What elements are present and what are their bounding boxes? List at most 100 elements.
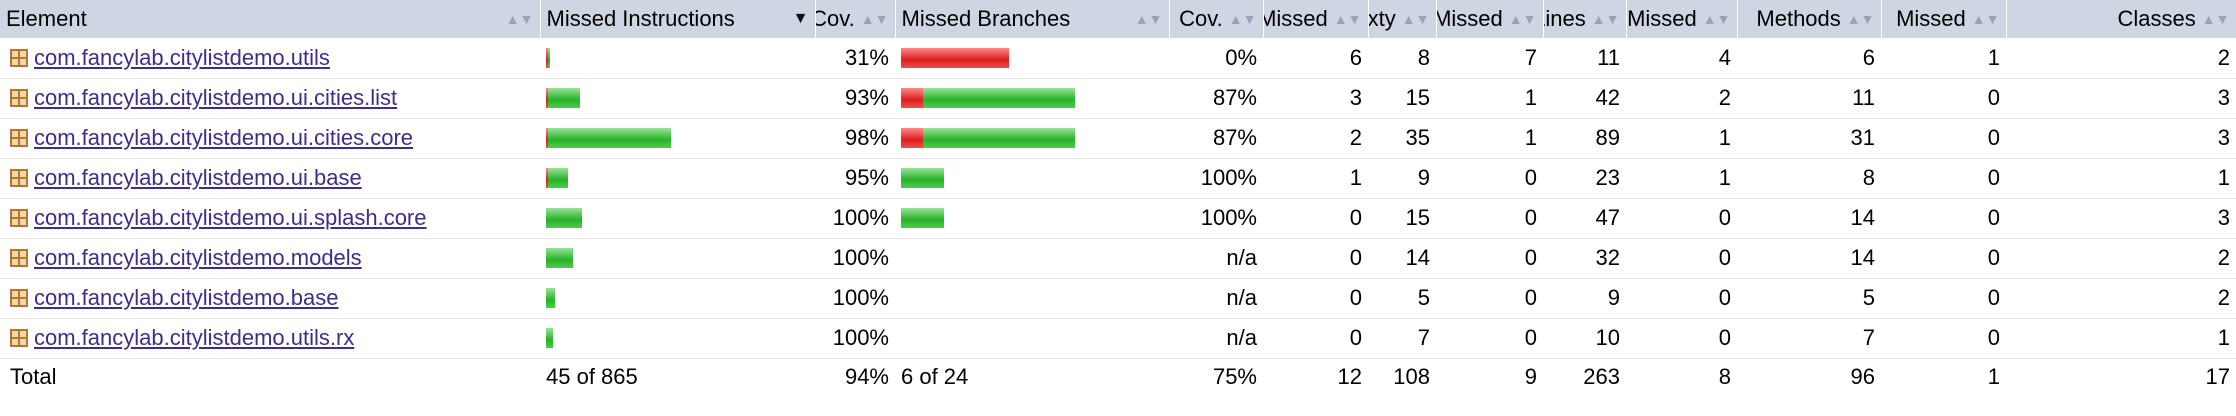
header-element[interactable]: Element ▲▼ bbox=[0, 0, 541, 38]
covered-bar-segment bbox=[901, 168, 944, 188]
methods-cell: 5 bbox=[1737, 278, 1881, 319]
methods-cell: 11 bbox=[1737, 78, 1881, 119]
missed-bar-segment bbox=[901, 128, 923, 148]
total-missed-lines: 9 bbox=[1436, 358, 1543, 396]
missed-instructions-cell bbox=[540, 318, 815, 359]
sort-arrows-icon: ▲▼ bbox=[1702, 11, 1731, 27]
instr-cov-cell: 100% bbox=[815, 198, 895, 239]
missed-classes-cell: 0 bbox=[1881, 318, 2006, 359]
missed-instructions-bar bbox=[546, 88, 809, 108]
missed-classes-cell: 0 bbox=[1881, 278, 2006, 319]
missed-branches-bar bbox=[901, 208, 1163, 228]
missed-lines-cell: 1 bbox=[1436, 118, 1543, 159]
instr-cov-cell: 93% bbox=[815, 78, 895, 119]
lines-cell: 42 bbox=[1543, 78, 1626, 119]
element-cell: com.fancylab.citylistdemo.utils.rx bbox=[0, 318, 540, 359]
table-row: com.fancylab.citylistdemo.models 100% n/a 0… bbox=[0, 238, 2236, 279]
covered-bar-segment bbox=[548, 168, 568, 188]
package-icon bbox=[10, 209, 28, 227]
sort-arrows-icon: ▲▼ bbox=[860, 11, 889, 27]
missed-instructions-bar bbox=[546, 248, 809, 268]
cxty-cell: 5 bbox=[1368, 278, 1436, 319]
missed-cxty-cell: 0 bbox=[1263, 278, 1368, 319]
cxty-cell: 15 bbox=[1368, 198, 1436, 239]
branch-cov-cell: 100% bbox=[1169, 158, 1263, 199]
package-link[interactable]: com.fancylab.citylistdemo.base bbox=[34, 285, 339, 310]
covered-bar-segment bbox=[548, 88, 580, 108]
missed-methods-cell: 0 bbox=[1626, 238, 1737, 279]
header-cxty[interactable]: Cxty▲▼ bbox=[1368, 0, 1437, 38]
missed-classes-cell: 0 bbox=[1881, 118, 2006, 159]
table-row: com.fancylab.citylistdemo.ui.cities.core… bbox=[0, 118, 2236, 159]
header-missed-methods[interactable]: Missed ▲▼ bbox=[1626, 0, 1738, 38]
methods-cell: 6 bbox=[1737, 38, 1881, 79]
element-cell: com.fancylab.citylistdemo.ui.splash.core bbox=[0, 198, 540, 239]
covered-bar-segment bbox=[546, 288, 555, 308]
instr-cov-cell: 31% bbox=[815, 38, 895, 79]
classes-cell: 3 bbox=[2006, 198, 2236, 239]
sort-arrows-icon: ▲▼ bbox=[1134, 11, 1163, 27]
package-link[interactable]: com.fancylab.citylistdemo.ui.cities.core bbox=[34, 125, 414, 150]
sort-arrows-icon: ▲▼ bbox=[2201, 11, 2230, 27]
classes-cell: 2 bbox=[2006, 278, 2236, 319]
missed-classes-cell: 1 bbox=[1881, 38, 2006, 79]
table-row: com.fancylab.citylistdemo.ui.base 95% 100%… bbox=[0, 158, 2236, 199]
missed-instructions-bar bbox=[546, 288, 809, 308]
missed-branches-bar bbox=[901, 168, 1163, 188]
missed-cxty-cell: 0 bbox=[1263, 198, 1368, 239]
header-classes[interactable]: Classes ▲▼ bbox=[2006, 0, 2236, 38]
missed-bar-segment bbox=[546, 128, 548, 148]
sort-arrows-icon: ▲▼ bbox=[1228, 11, 1257, 27]
missed-instructions-bar bbox=[546, 208, 809, 228]
total-branches: 6 of 24 bbox=[895, 358, 1169, 396]
header-lines[interactable]: Lines▲▼ bbox=[1543, 0, 1627, 38]
missed-cxty-cell: 3 bbox=[1263, 78, 1368, 119]
missed-branches-bar bbox=[901, 47, 1163, 68]
missed-classes-cell: 0 bbox=[1881, 158, 2006, 199]
element-cell: com.fancylab.citylistdemo.base bbox=[0, 278, 540, 319]
missed-branches-cell bbox=[895, 78, 1169, 119]
branch-cov-cell: 0% bbox=[1169, 38, 1263, 79]
missed-methods-cell: 0 bbox=[1626, 278, 1737, 319]
header-branch-cov[interactable]: Cov. ▲▼ bbox=[1169, 0, 1264, 38]
table-row: com.fancylab.citylistdemo.utils.rx 100% n/… bbox=[0, 318, 2236, 359]
sort-arrows-icon: ▲▼ bbox=[1971, 11, 2000, 27]
header-missed-lines[interactable]: Missed ▲▼ bbox=[1436, 0, 1544, 38]
sort-arrows-icon: ▲▼ bbox=[1591, 11, 1620, 27]
missed-lines-cell: 0 bbox=[1436, 318, 1543, 359]
package-link[interactable]: com.fancylab.citylistdemo.ui.cities.list bbox=[34, 85, 398, 110]
missed-cxty-cell: 0 bbox=[1263, 238, 1368, 279]
header-methods[interactable]: Methods ▲▼ bbox=[1737, 0, 1882, 38]
header-missed-branches[interactable]: Missed Branches ▲▼ bbox=[895, 0, 1170, 38]
package-link[interactable]: com.fancylab.citylistdemo.ui.splash.core bbox=[34, 205, 427, 230]
sort-arrows-icon: ▲▼ bbox=[505, 11, 534, 27]
element-cell: com.fancylab.citylistdemo.models bbox=[0, 238, 540, 279]
missed-branches-cell bbox=[895, 318, 1169, 359]
package-link[interactable]: com.fancylab.citylistdemo.models bbox=[34, 245, 362, 270]
covered-bar-segment bbox=[546, 208, 582, 228]
package-link[interactable]: com.fancylab.citylistdemo.ui.base bbox=[34, 165, 362, 190]
header-instr-cov[interactable]: Cov. ▲▼ bbox=[815, 0, 896, 38]
missed-instructions-cell bbox=[540, 238, 815, 279]
missed-cxty-cell: 1 bbox=[1263, 158, 1368, 199]
missed-bar-segment bbox=[901, 47, 1009, 68]
package-link[interactable]: com.fancylab.citylistdemo.utils bbox=[34, 44, 330, 70]
missed-cxty-cell: 2 bbox=[1263, 118, 1368, 159]
package-icon bbox=[10, 249, 28, 267]
cxty-cell: 7 bbox=[1368, 318, 1436, 359]
covered-bar-segment bbox=[548, 128, 671, 148]
total-row: Total 45 of 865 94% 6 of 24 75% 12 108 9… bbox=[0, 358, 2236, 396]
classes-cell: 3 bbox=[2006, 118, 2236, 159]
package-link[interactable]: com.fancylab.citylistdemo.utils.rx bbox=[34, 325, 355, 350]
methods-cell: 14 bbox=[1737, 238, 1881, 279]
lines-cell: 9 bbox=[1543, 278, 1626, 319]
missed-classes-cell: 0 bbox=[1881, 78, 2006, 119]
header-missed-classes[interactable]: Missed ▲▼ bbox=[1881, 0, 2007, 38]
missed-lines-cell: 0 bbox=[1436, 238, 1543, 279]
classes-cell: 2 bbox=[2006, 38, 2236, 79]
table-row: com.fancylab.citylistdemo.ui.cities.list… bbox=[0, 78, 2236, 119]
missed-cxty-cell: 6 bbox=[1263, 38, 1368, 79]
header-missed-instructions[interactable]: Missed Instructions ▼ bbox=[540, 0, 816, 38]
header-missed-cxty[interactable]: Missed ▲▼ bbox=[1263, 0, 1369, 38]
instr-cov-cell: 100% bbox=[815, 238, 895, 279]
